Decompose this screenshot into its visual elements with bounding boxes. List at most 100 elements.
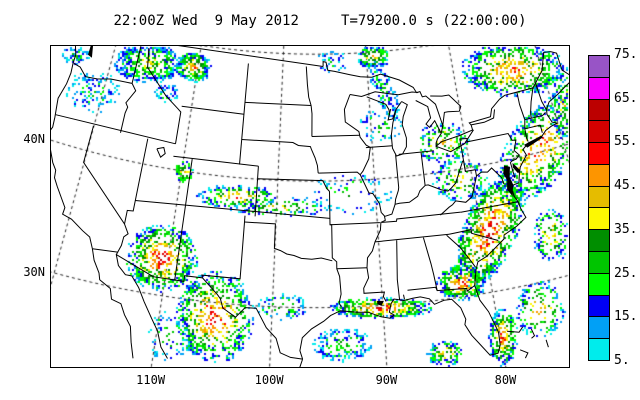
boundary-line	[55, 114, 176, 145]
boundary-line	[322, 60, 474, 148]
boundary-line	[254, 166, 259, 217]
boundary-line	[329, 222, 380, 226]
colorbar-tick-label: 35.	[614, 221, 638, 237]
boundary-line	[173, 155, 259, 167]
boundary-line	[519, 349, 529, 359]
colorbar-cell	[588, 98, 610, 122]
colorbar-cell	[588, 142, 610, 165]
boundary-line	[310, 105, 313, 137]
boundary-line	[171, 45, 324, 67]
boundary-line	[147, 47, 182, 144]
lat-axis-label: 40N	[23, 132, 45, 147]
water-body-fill	[503, 165, 514, 197]
boundary-line	[181, 105, 244, 115]
boundary-line	[422, 237, 438, 291]
boundary-line	[394, 154, 400, 205]
boundary-line	[459, 132, 520, 172]
boundary-line	[446, 234, 477, 268]
water-body-fill	[88, 45, 94, 58]
boundary-line	[403, 294, 405, 300]
boundary-line	[50, 45, 93, 249]
lon-axis-label: 80W	[494, 373, 517, 387]
colorbar-cell	[588, 294, 610, 318]
boundary-line	[311, 134, 361, 137]
lat-axis-label: 30N	[23, 264, 45, 279]
colorbar-cell	[588, 163, 610, 187]
boundary-line	[131, 46, 142, 84]
colorbar-tick-label: 45.	[614, 178, 638, 194]
boundary-line	[524, 112, 546, 121]
lon-axis-label: 110W	[136, 373, 166, 387]
colorbar-cell	[588, 55, 610, 78]
boundary-line	[244, 101, 312, 106]
boundary-line	[124, 138, 149, 225]
boundary-line	[120, 83, 137, 133]
colorbar-cell	[588, 338, 610, 361]
colorbar-tick-label: 55.	[614, 134, 638, 150]
boundary-line	[390, 101, 408, 157]
boundary-line	[435, 129, 474, 153]
boundary-line	[156, 146, 166, 158]
boundary-line	[530, 328, 536, 339]
colorbar-cell	[588, 251, 610, 274]
colorbar-tick-label: 65.	[614, 90, 638, 106]
boundary-line	[384, 160, 464, 217]
colorbar-tick-label: 15.	[614, 309, 638, 325]
map-boundaries-svg	[50, 45, 570, 368]
boundary-line	[91, 248, 134, 359]
boundary-line	[299, 358, 304, 368]
colorbar-cell	[588, 229, 610, 253]
boundary-line	[299, 51, 570, 360]
boundary-line	[329, 191, 342, 308]
boundary-line	[539, 124, 543, 133]
boundary-line	[509, 162, 516, 178]
boundary-line	[407, 285, 475, 293]
boundary-line	[310, 148, 319, 174]
boundary-line	[415, 100, 442, 134]
boundary-line	[349, 91, 419, 98]
radar-map	[50, 45, 570, 368]
boundary-line	[115, 254, 168, 359]
map-title: 22:00Z Wed 9 May 2012 T=79200.0 s (22:00…	[113, 13, 527, 29]
boundary-line	[366, 96, 391, 115]
map-frame	[50, 45, 570, 368]
boundary-line	[239, 63, 249, 165]
boundary-line	[305, 66, 312, 106]
boundary-line	[516, 92, 529, 142]
boundary-line	[244, 221, 333, 262]
colorbar-cell	[588, 185, 610, 209]
colorbar-tick-label: 75.	[614, 47, 638, 62]
boundary-line	[535, 83, 547, 110]
boundary-line	[336, 267, 368, 270]
colorbar-cell	[588, 120, 610, 144]
boundary-line	[83, 125, 129, 253]
boundary-line	[92, 248, 303, 360]
lon-axis-label: 100W	[254, 373, 284, 387]
radar-echo-canvas	[50, 45, 570, 368]
boundary-line	[365, 145, 393, 149]
colorbar-cell	[588, 207, 610, 231]
boundary-line	[463, 160, 505, 185]
water-body-fill	[377, 300, 384, 306]
boundary-line	[73, 62, 133, 84]
boundary-line	[201, 215, 246, 280]
boundary-line	[381, 211, 461, 223]
boundary-line	[471, 109, 495, 126]
boundary-line	[374, 233, 450, 243]
boundary-line	[174, 159, 193, 281]
boundary-line	[343, 94, 387, 302]
colorbar-cell	[588, 316, 610, 340]
boundary-line	[440, 175, 477, 216]
boundary-line	[460, 201, 519, 213]
boundary-line	[507, 326, 524, 333]
boundary-line	[448, 229, 499, 241]
boundary-line	[530, 87, 534, 119]
colorbar-cell	[588, 272, 610, 296]
water-body-fill	[512, 162, 521, 174]
boundary-line	[545, 339, 549, 348]
boundary-line	[430, 94, 462, 126]
boundary-line	[396, 240, 401, 300]
boundary-line	[257, 178, 331, 192]
boundary-line	[420, 152, 426, 186]
